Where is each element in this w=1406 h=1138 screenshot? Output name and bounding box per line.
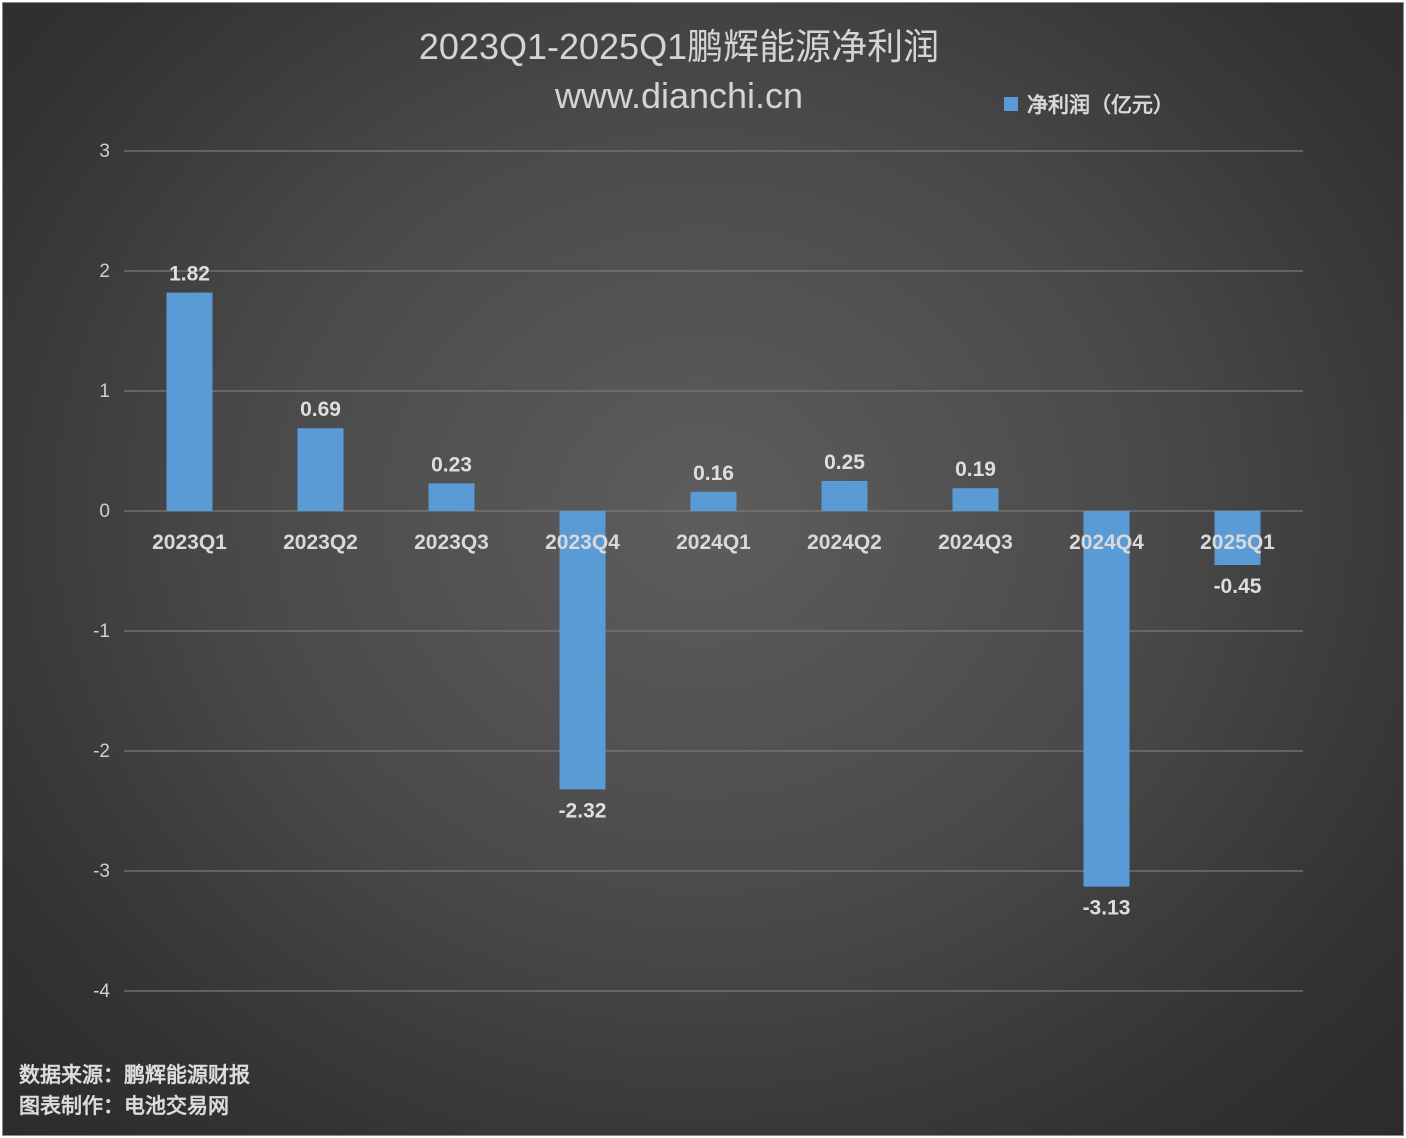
x-tick-label: 2024Q4 [1069,531,1144,554]
bar [1083,511,1130,887]
bar [952,488,999,511]
bar [166,292,213,511]
y-tick-label: -2 [93,741,110,762]
data-label: 1.82 [169,263,210,286]
y-tick-label: -4 [93,981,110,1002]
data-label: 0.23 [431,453,472,476]
x-tick-label: 2023Q3 [414,531,489,554]
data-label: 0.16 [693,462,734,485]
data-label: 0.69 [300,398,341,421]
data-label: -3.13 [1083,897,1131,920]
chart-subtitle: www.dianchi.cn [554,75,804,116]
x-tick-label: 2024Q2 [807,531,882,554]
data-label: -2.32 [559,799,607,822]
data-label: -0.45 [1214,575,1262,598]
y-tick-label: 0 [99,501,110,522]
data-label: 0.25 [824,451,865,474]
bar [690,491,737,511]
bar [297,428,344,511]
y-tick-label: -1 [93,621,110,642]
legend-swatch [1004,97,1018,111]
bar [559,511,606,790]
x-tick-label: 2023Q1 [152,531,227,554]
legend-label: 净利润（亿元） [1027,93,1174,117]
y-tick-label: 3 [99,141,110,162]
y-tick-label: -3 [93,861,110,882]
data-label: 0.19 [955,458,996,481]
y-tick-label: 2 [99,261,110,282]
x-tick-label: 2025Q1 [1200,531,1275,554]
bar [1214,511,1261,565]
x-tick-label: 2024Q1 [676,531,751,554]
x-tick-label: 2023Q2 [283,531,358,554]
footer-maker: 图表制作：电池交易网 [19,1094,229,1118]
x-tick-label: 2024Q3 [938,531,1013,554]
x-tick-label: 2023Q4 [545,531,620,554]
plot-area: 3 2 1 0 -1 -2 -3 -4 1.82 0.69 0.23 -2.32 0.16 0.25 0.1… [93,141,1303,1002]
chart-title: 2023Q1-2025Q1鹏辉能源净利润 [418,26,940,67]
legend: 净利润（亿元） [1004,91,1174,117]
bar [821,481,868,511]
y-tick-label: 1 [99,381,110,402]
bar [428,483,475,511]
footer-source: 数据来源：鹏辉能源财报 [19,1063,250,1087]
